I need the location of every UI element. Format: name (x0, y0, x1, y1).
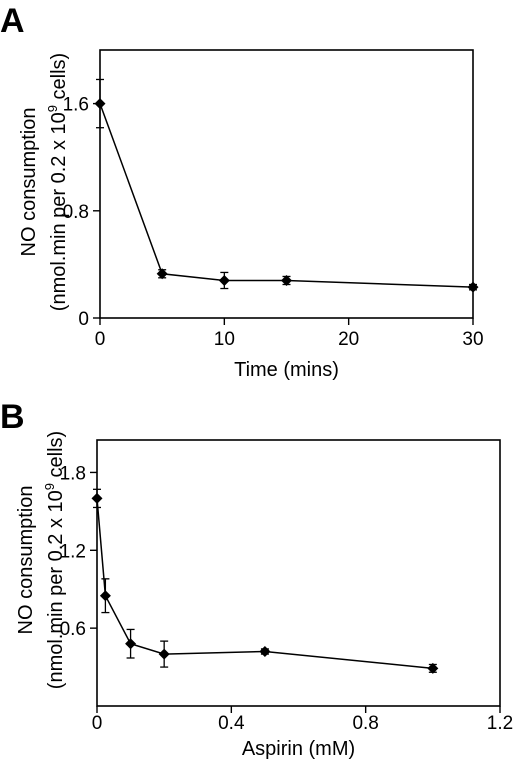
y-tick-label: 1.8 (60, 463, 86, 484)
data-point-marker (125, 638, 137, 650)
y-tick-label: 0.8 (63, 202, 89, 223)
data-point-marker (281, 274, 292, 286)
x-axis-title: Aspirin (mM) (242, 738, 355, 760)
x-tick-label: 0 (95, 329, 106, 350)
y-axis-title-units-end: cells) (48, 53, 70, 105)
y-axis-title-superscript: 9 (42, 483, 57, 490)
data-point-marker (156, 268, 168, 280)
x-tick-label: 30 (462, 329, 483, 350)
data-point-marker (427, 662, 439, 674)
series-line (99, 103, 474, 288)
x-tick-label: 0 (92, 713, 103, 734)
y-tick-label: 0.6 (60, 619, 86, 640)
y-tick-label: 1.2 (60, 541, 86, 562)
x-tick-label: 0.8 (352, 713, 378, 734)
data-point-marker (158, 648, 170, 660)
data-point-marker (259, 646, 271, 658)
y-axis-title-line1: NO consumption (18, 108, 40, 257)
data-point-marker (467, 281, 479, 293)
x-axis-title: Time (mins) (234, 359, 339, 381)
series-line (96, 498, 433, 670)
data-point-marker (99, 590, 111, 602)
y-axis-title-superscript: 9 (45, 105, 60, 112)
panel-label: B (0, 398, 25, 436)
panel-label: A (0, 2, 25, 40)
x-tick-label: 20 (338, 329, 359, 350)
data-point-marker (94, 98, 106, 110)
y-axis-title-units: (nmol.min per 0.2 x 10 (48, 112, 70, 311)
data-point-marker (91, 492, 103, 504)
plot-frame (96, 439, 501, 707)
y-axis-title-line2: (nmol.min per 0.2 x 109 cells) (45, 53, 70, 311)
y-axis-title-units: (nmol.min per 0.2 x 10 (45, 490, 67, 689)
y-axis-title-line2: (nmol.min per 0.2 x 109 cells) (42, 431, 67, 689)
plot-frame (99, 49, 474, 319)
y-axis-title-line1: NO consumption (15, 486, 37, 635)
data-point-marker (218, 274, 230, 286)
y-tick-label: 1.6 (63, 95, 89, 116)
x-tick-label: 10 (214, 329, 235, 350)
y-tick-label: 0 (78, 309, 89, 330)
y-axis-title-units-end: cells) (45, 431, 67, 483)
x-tick-label: 0.4 (218, 713, 245, 734)
x-tick-label: 1.2 (487, 713, 513, 734)
